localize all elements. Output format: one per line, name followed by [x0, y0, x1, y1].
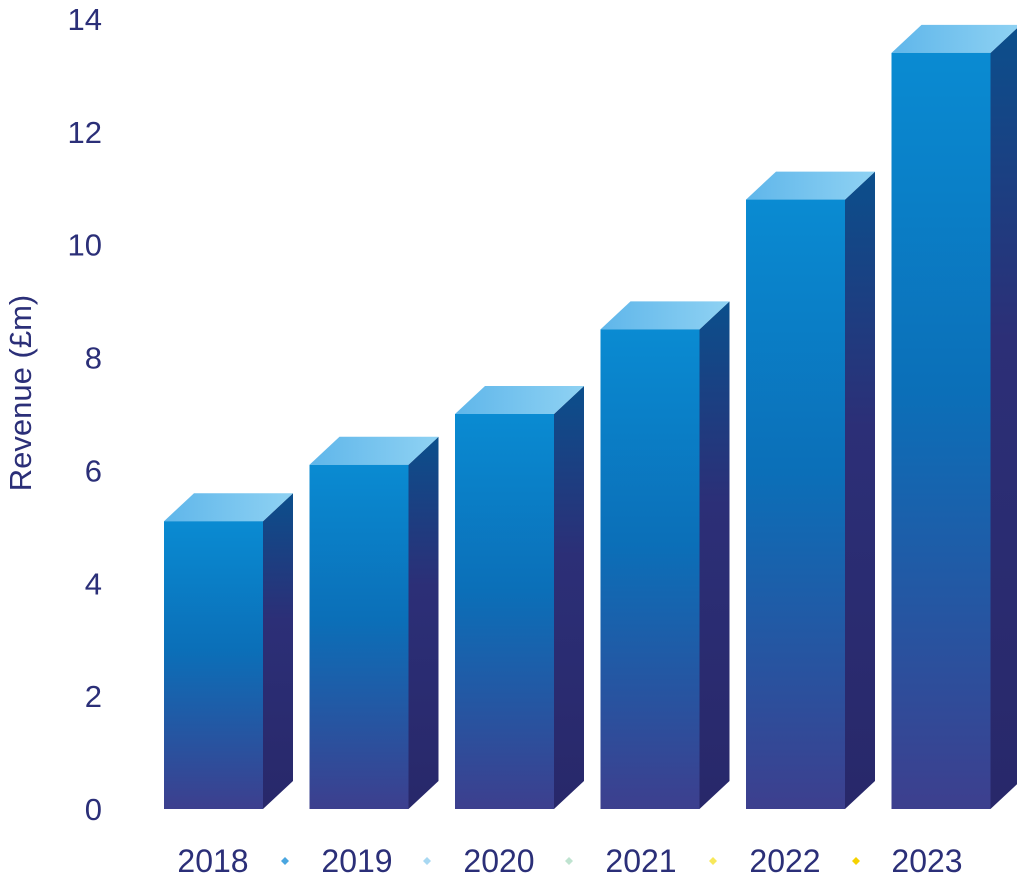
- x-category-label: 2021: [605, 843, 676, 879]
- bar-front: [455, 414, 554, 809]
- x-category-label: 2020: [463, 843, 534, 879]
- bar-2021: [600, 301, 730, 809]
- y-tick-label: 14: [68, 2, 102, 37]
- separator-diamond-icon: [709, 857, 717, 865]
- bar-2018: [164, 493, 293, 809]
- x-category-label: 2022: [749, 843, 820, 879]
- y-axis-ticks: 0 2 4 6 8 10 12 14: [68, 2, 102, 827]
- separator-diamond-icon: [281, 857, 289, 865]
- y-tick-label: 2: [85, 679, 102, 714]
- y-axis-label: Revenue (£m): [3, 295, 38, 491]
- bar-2019: [309, 436, 439, 809]
- y-tick-label: 8: [85, 341, 102, 376]
- bar-front: [309, 464, 409, 809]
- separator-diamond-icon: [852, 857, 860, 865]
- bar-top: [891, 24, 1017, 53]
- bar-side: [845, 171, 875, 810]
- x-axis-categories: 2018 2019 2020 2021 2022 2023: [177, 843, 962, 879]
- separator-diamond-icon: [565, 857, 573, 865]
- bar-top: [455, 386, 584, 414]
- bar-side: [699, 301, 730, 809]
- bar-side: [408, 436, 439, 809]
- y-tick-label: 12: [68, 115, 102, 150]
- bar-2023: [891, 24, 1017, 810]
- bar-front: [600, 329, 700, 809]
- separator-diamond-icon: [423, 857, 431, 865]
- bar-top: [746, 171, 875, 200]
- bar-front: [891, 52, 991, 810]
- bars: [164, 24, 1017, 810]
- bar-side: [990, 28, 1017, 809]
- bar-front: [164, 521, 263, 809]
- bar-2022: [746, 171, 875, 810]
- x-category-label: 2023: [891, 843, 962, 879]
- bar-side: [263, 493, 293, 809]
- x-category-label: 2019: [321, 843, 392, 879]
- bar-top: [309, 436, 439, 465]
- y-tick-label: 10: [68, 228, 102, 263]
- y-tick-label: 0: [85, 792, 102, 827]
- bar-side: [554, 386, 584, 809]
- y-tick-label: 6: [85, 453, 102, 488]
- bar-front: [746, 199, 845, 810]
- bar-2020: [455, 386, 584, 809]
- y-tick-label: 4: [85, 566, 102, 601]
- bar-top: [600, 301, 730, 330]
- x-category-label: 2018: [177, 843, 248, 879]
- bar-top: [164, 493, 293, 522]
